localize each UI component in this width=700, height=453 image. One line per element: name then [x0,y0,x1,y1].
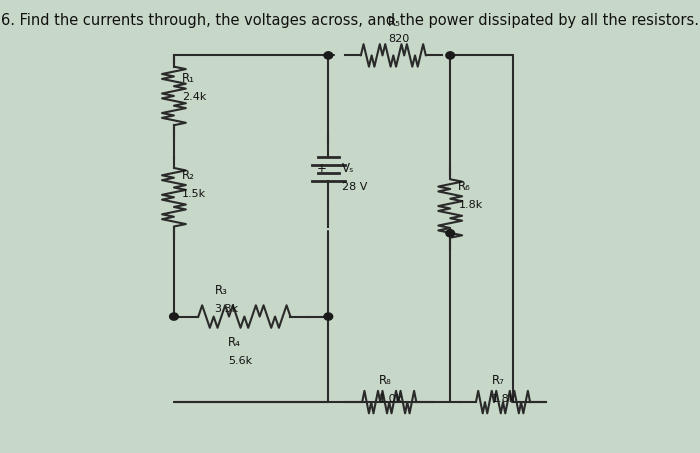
Text: R₅: R₅ [388,16,401,29]
Text: 1.8k: 1.8k [492,394,517,404]
Text: R₂: R₂ [182,169,195,182]
Text: R₇: R₇ [492,374,505,387]
Text: 1.5k: 1.5k [182,189,206,199]
Circle shape [169,313,178,320]
Text: +: + [316,163,326,175]
Text: R₆: R₆ [458,180,471,193]
Text: 28 V: 28 V [342,183,368,193]
Text: 3.3k: 3.3k [215,304,239,314]
Text: R₄: R₄ [228,336,241,349]
Text: R₈: R₈ [379,374,391,387]
Text: 1.8k: 1.8k [458,201,482,211]
Text: 2.4k: 2.4k [182,92,206,102]
Text: 5.6k: 5.6k [228,356,252,366]
Text: Vₛ: Vₛ [342,163,354,175]
Text: 6. Find the currents through, the voltages across, and the power dissipated by a: 6. Find the currents through, the voltag… [1,13,699,28]
Circle shape [324,313,332,320]
Text: 1.0k: 1.0k [379,394,402,404]
Text: 820: 820 [388,34,409,44]
Text: R₃: R₃ [215,284,228,297]
Text: R₁: R₁ [182,72,195,86]
Circle shape [324,52,332,59]
Circle shape [446,52,454,59]
Circle shape [446,230,454,237]
